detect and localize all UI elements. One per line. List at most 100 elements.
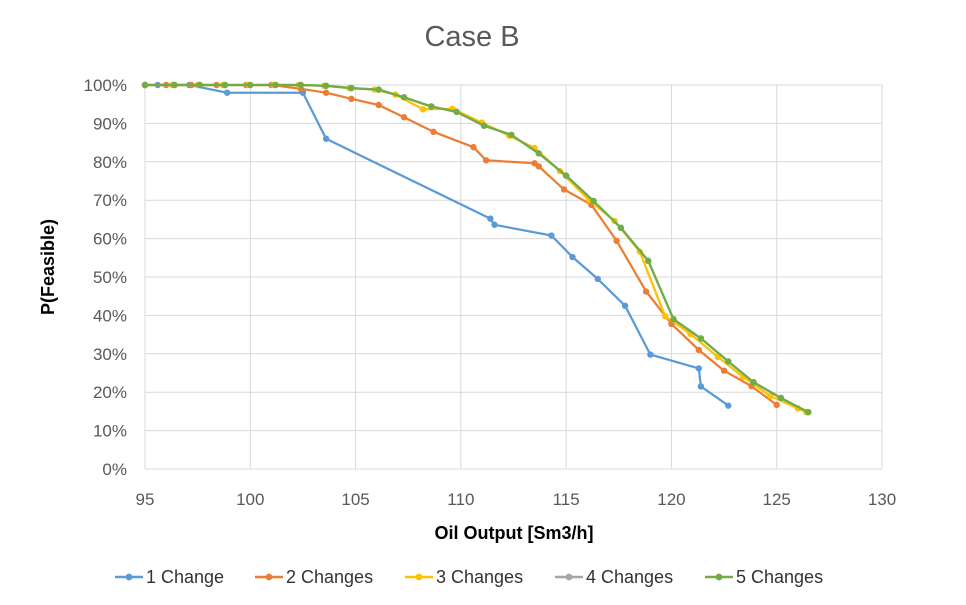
y-tick-label: 100% [84, 76, 127, 95]
data-point [400, 94, 408, 101]
x-tick-label: 110 [447, 490, 474, 509]
legend-swatch-marker [265, 573, 273, 581]
data-point [535, 163, 542, 170]
data-point [750, 379, 757, 386]
legend-label: 2 Changes [286, 567, 373, 587]
legend-swatch-marker [125, 573, 133, 581]
data-point [548, 232, 555, 239]
legend-label: 1 Change [146, 567, 224, 587]
data-point [613, 237, 620, 245]
data-point [453, 108, 460, 116]
y-tick-labels: 0% 10% 20% 30% 40% 50% 60% 70% 80% 90% 100% [84, 76, 127, 479]
data-point [621, 302, 629, 309]
x-tick-label: 100 [236, 490, 264, 509]
series-5 [141, 81, 812, 416]
data-point [375, 86, 382, 93]
legend-swatch-marker [415, 573, 423, 581]
y-tick-label: 10% [93, 422, 127, 441]
data-point [430, 128, 437, 136]
data-point [695, 365, 703, 372]
x-tick-label: 115 [553, 490, 580, 509]
y-tick-label: 80% [93, 153, 127, 172]
y-tick-label: 70% [93, 191, 127, 210]
data-point [247, 81, 254, 89]
data-point [428, 103, 435, 110]
data-point [491, 221, 498, 228]
x-tick-label: 130 [868, 490, 896, 509]
data-point [695, 346, 703, 354]
data-point [697, 383, 705, 390]
legend-item: 1 Change [115, 567, 224, 587]
legend: 1 Change 2 Changes 3 Changes 4 Changes 5 Cha… [115, 567, 823, 587]
data-point [272, 81, 279, 89]
y-axis-label: P(Feasible) [38, 219, 58, 315]
legend-label: 4 Changes [586, 567, 673, 587]
legend-swatch-marker [715, 573, 723, 581]
series-group [141, 81, 812, 416]
data-point [805, 408, 812, 416]
data-point [767, 392, 774, 400]
data-point [535, 150, 542, 157]
data-point [725, 358, 732, 365]
data-point [569, 253, 576, 261]
legend-item: 2 Changes [255, 567, 373, 587]
data-point [590, 197, 597, 205]
chart-title: Case B [424, 21, 519, 53]
data-point [773, 401, 780, 409]
data-point [141, 81, 149, 89]
y-tick-label: 40% [93, 306, 127, 325]
y-tick-label: 50% [93, 268, 127, 287]
y-tick-label: 30% [93, 345, 127, 364]
data-point [670, 316, 677, 323]
data-point [470, 144, 477, 151]
data-point [594, 275, 601, 283]
data-point [348, 95, 355, 103]
data-point [348, 84, 355, 92]
data-point [322, 89, 330, 96]
y-tick-label: 20% [93, 383, 127, 402]
data-point [508, 131, 515, 139]
data-point [661, 312, 669, 320]
legend-item: 3 Changes [405, 567, 523, 587]
data-point [375, 101, 382, 109]
legend-item: 5 Changes [705, 567, 823, 587]
data-point [560, 186, 568, 193]
x-tick-label: 105 [341, 490, 369, 509]
data-point [697, 335, 705, 342]
data-point [720, 367, 728, 374]
y-tick-label: 90% [93, 114, 127, 133]
y-tick-label: 60% [93, 230, 127, 249]
data-point [487, 215, 494, 222]
data-point [297, 81, 305, 89]
x-tick-labels: 95 100 105 110 115 120 125 130 [136, 490, 897, 509]
data-point [322, 82, 330, 89]
y-tick-label: 0% [102, 460, 127, 479]
data-point [617, 224, 625, 232]
x-axis-label: Oil Output [Sm3/h] [435, 523, 594, 543]
data-point [221, 81, 229, 89]
data-point [647, 351, 654, 358]
series-line [145, 83, 809, 414]
x-tick-label: 125 [763, 490, 791, 509]
legend-label: 3 Changes [436, 567, 523, 587]
data-point [725, 402, 732, 409]
legend-item: 4 Changes [555, 567, 673, 587]
data-point [322, 135, 330, 142]
x-tick-label: 95 [136, 490, 155, 509]
data-point [562, 172, 570, 179]
legend-swatch-marker [565, 573, 573, 581]
data-point [482, 157, 490, 164]
data-point [777, 394, 785, 402]
legend-label: 5 Changes [736, 567, 823, 587]
gridlines [144, 84, 883, 470]
data-point [642, 288, 650, 295]
data-point [223, 89, 231, 96]
data-point [196, 81, 203, 89]
data-point [419, 105, 427, 113]
x-tick-label: 120 [657, 490, 685, 509]
data-point [400, 114, 408, 121]
data-point [171, 81, 178, 89]
data-point [480, 122, 488, 129]
